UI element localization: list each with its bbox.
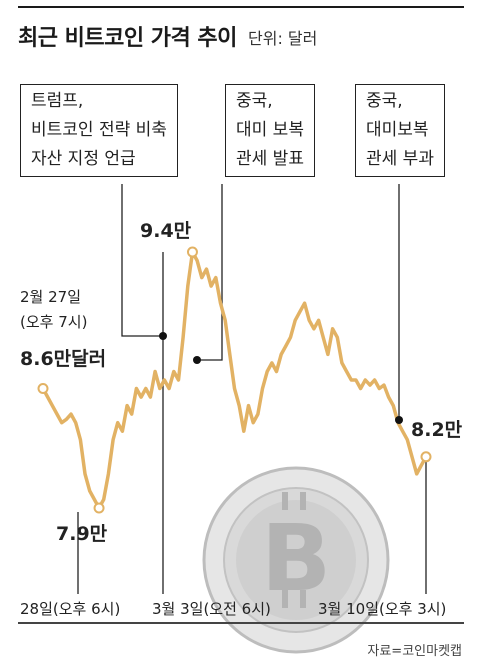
bitcoin-coin-icon: B	[202, 466, 390, 654]
leader-line-2	[197, 184, 223, 361]
source-label: 자료=코인마켓캡	[367, 644, 462, 659]
chart-title: 최근 비트코인 가격 추이	[18, 26, 237, 51]
price-line	[41, 250, 428, 510]
peak-value-label: 9.4만	[140, 220, 192, 242]
event-dot-3	[395, 416, 403, 424]
value-marker-1	[37, 383, 49, 395]
annotation-trump: 트럼프, 비트코인 전략 비축 자산 지정 언급	[20, 84, 178, 177]
x-tick-2: 3월 3일(오전 6시)	[152, 600, 271, 618]
event-dot-1	[159, 332, 167, 340]
low-value-label: 7.9만	[56, 523, 108, 545]
unit-label: 단위: 달러	[248, 29, 318, 48]
annotation-china-impose: 중국, 대미보복 관세 부과	[355, 84, 445, 177]
start-value-label: 8.6만달러	[20, 348, 107, 370]
leader-line-1	[121, 184, 161, 337]
annotation-china-announce: 중국, 대미 보복 관세 발표	[225, 84, 315, 177]
value-marker-3	[186, 246, 198, 258]
end-value-label: 8.2만	[411, 419, 463, 441]
x-tick-3: 3월 10일(오후 3시)	[318, 600, 447, 618]
x-axis	[18, 622, 464, 624]
annotation-leaders	[77, 184, 427, 594]
value-marker-2	[93, 502, 105, 514]
value-marker-4	[420, 451, 432, 463]
top-rule	[18, 6, 464, 8]
x-tick-1: 28일(오후 6시)	[20, 600, 121, 618]
event-dot-2	[193, 356, 201, 364]
svg-text:B: B	[261, 505, 331, 612]
start-date-label: 2월 27일 (오후 7시)	[20, 288, 88, 331]
